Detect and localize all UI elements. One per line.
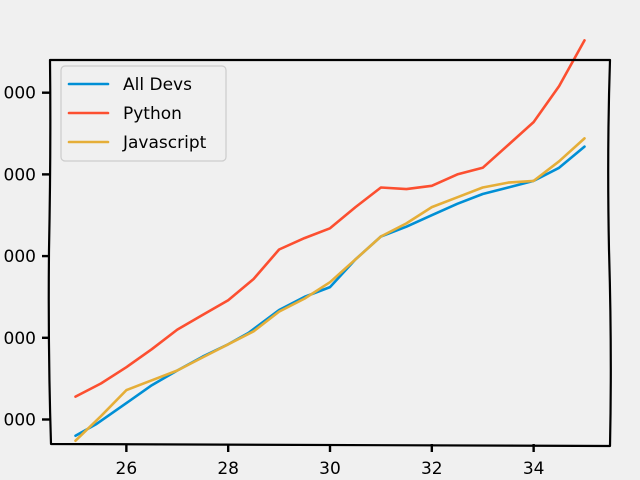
series-line-all-devs xyxy=(74,145,586,438)
y-tick-label-3: 000 xyxy=(4,165,36,185)
plot-frame xyxy=(47,58,612,448)
series-line-python xyxy=(74,39,586,398)
x-tick-label-28: 28 xyxy=(217,459,239,479)
x-tick-label-30: 30 xyxy=(319,459,341,479)
series-layer xyxy=(74,39,586,443)
x-tick-label-26: 26 xyxy=(116,459,138,479)
x-tick-label-32: 32 xyxy=(421,459,443,479)
y-tick-label-1: 000 xyxy=(4,329,36,349)
legend-label-all-devs: All Devs xyxy=(123,75,192,95)
series-line-javascript xyxy=(74,137,586,443)
legend-label-python: Python xyxy=(123,104,182,124)
axes-layer: 26 28 30 32 34 000 000 000 000 000 xyxy=(4,58,612,479)
y-tick-label-2: 000 xyxy=(4,247,36,267)
legend-label-javascript: Javascript xyxy=(122,133,207,153)
y-tick-label-0: 000 xyxy=(4,410,36,430)
x-tick-label-34: 34 xyxy=(523,459,545,479)
legend: All Devs Python Javascript xyxy=(60,65,227,162)
legend-box xyxy=(60,65,227,162)
y-tick-label-4: 000 xyxy=(4,84,36,104)
